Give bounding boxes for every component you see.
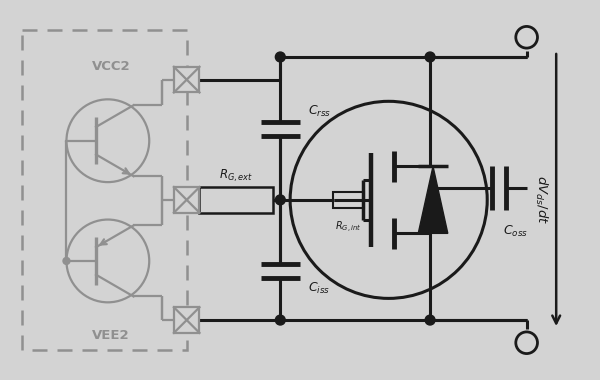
Circle shape [425,315,435,325]
Circle shape [275,52,285,62]
Bar [332,192,364,208]
Text: $R_{G,int}$: $R_{G,int}$ [335,220,362,235]
Text: VEE2: VEE2 [92,329,130,342]
Text: $dV_{ds}/dt$: $dV_{ds}/dt$ [533,175,550,224]
Circle shape [275,195,285,205]
Bar [174,187,199,213]
Text: VCC2: VCC2 [91,60,130,73]
Text: $R_{G,ext}$: $R_{G,ext}$ [219,168,253,184]
Circle shape [425,52,435,62]
Bar [174,307,199,333]
Circle shape [63,258,70,264]
Bar [174,67,199,92]
Polygon shape [418,166,448,233]
Text: $C_{rss}$: $C_{rss}$ [308,104,331,119]
Bar [199,187,274,213]
Text: $C_{iss}$: $C_{iss}$ [308,281,330,296]
Text: $C_{oss}$: $C_{oss}$ [503,223,528,239]
Circle shape [275,315,285,325]
